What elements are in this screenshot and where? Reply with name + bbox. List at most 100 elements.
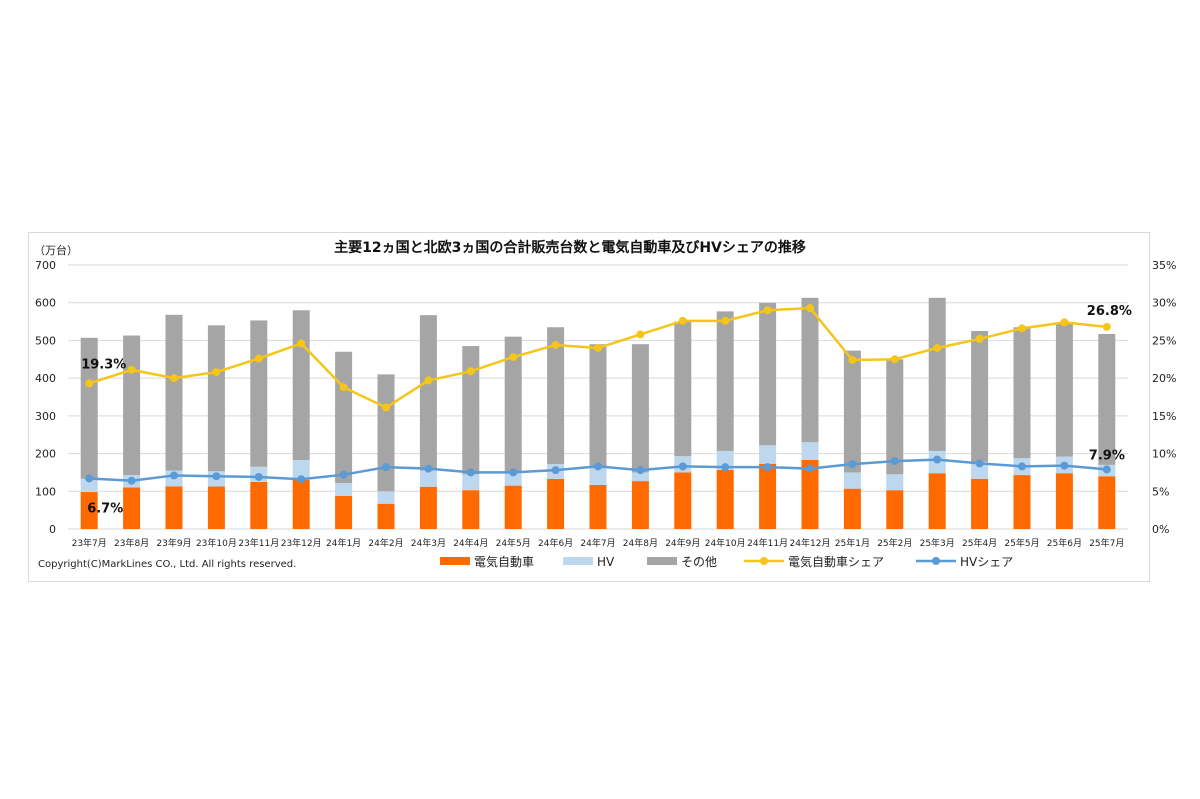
bar-電気自動車: [462, 490, 480, 529]
point-HVシェア: [424, 464, 433, 473]
bar-HV: [335, 482, 353, 496]
y-left-tick: 500: [35, 334, 56, 347]
y-left-tick: 100: [35, 485, 56, 498]
x-tick-label: 24年4月: [453, 537, 488, 549]
bar-その他: [292, 310, 310, 460]
y-left-unit: （万台）: [34, 243, 78, 257]
point-電気自動車シェア: [297, 339, 306, 348]
point-電気自動車シェア: [678, 316, 687, 325]
x-tick-label: 24年12月: [790, 537, 831, 549]
point-電気自動車シェア: [1018, 324, 1026, 333]
point-電気自動車シェア: [721, 316, 730, 325]
bar-電気自動車: [631, 481, 649, 529]
bar-電気自動車: [165, 486, 183, 529]
point-HVシェア: [551, 466, 560, 475]
bar-その他: [419, 315, 437, 471]
legend-label: 電気自動車: [474, 554, 534, 569]
bar-電気自動車: [1013, 475, 1031, 529]
bar-その他: [843, 350, 861, 473]
y-left-tick: 200: [35, 448, 56, 461]
y-right-tick: 15%: [1152, 410, 1176, 423]
legend-swatch: [647, 557, 677, 565]
point-HVシェア: [466, 468, 475, 477]
bar-電気自動車: [971, 478, 989, 529]
bar-その他: [377, 374, 395, 492]
point-電気自動車シェア: [763, 306, 772, 315]
bar-電気自動車: [716, 469, 734, 529]
bar-電気自動車: [589, 484, 607, 529]
bar-HV: [886, 474, 904, 491]
x-tick-label: 24年9月: [665, 537, 700, 549]
point-電気自動車シェア: [212, 368, 221, 377]
x-tick-label: 25年2月: [877, 537, 912, 549]
bar-HV: [462, 474, 480, 491]
point-HVシェア: [254, 472, 263, 481]
point-HVシェア: [848, 460, 857, 469]
legend-marker: [932, 557, 940, 565]
bar-その他: [1098, 334, 1116, 465]
x-tick-label: 25年7月: [1089, 537, 1124, 549]
y-left-tick: 400: [35, 372, 56, 385]
point-電気自動車シェア: [848, 356, 857, 365]
x-tick-label: 23年12月: [281, 537, 322, 549]
data-label: 6.7%: [87, 501, 123, 516]
point-HVシェア: [339, 470, 348, 479]
y-right-tick: 5%: [1152, 485, 1169, 498]
point-電気自動車シェア: [806, 303, 814, 312]
x-tick-label: 24年8月: [623, 537, 658, 549]
point-電気自動車シェア: [339, 383, 348, 392]
bar-その他: [886, 359, 904, 475]
point-HVシェア: [170, 471, 178, 480]
point-電気自動車シェア: [551, 340, 560, 349]
bar-HV: [377, 491, 395, 504]
bar-その他: [759, 302, 777, 446]
point-HVシェア: [212, 472, 221, 481]
point-電気自動車シェア: [466, 367, 475, 376]
point-HVシェア: [636, 466, 645, 475]
legend-label: HV: [597, 555, 615, 569]
bar-電気自動車: [674, 472, 692, 529]
point-HVシェア: [1060, 461, 1069, 470]
bar-電気自動車: [759, 463, 777, 529]
bar-電気自動車: [292, 479, 310, 529]
bar-HV: [589, 467, 607, 485]
point-電気自動車シェア: [594, 343, 602, 352]
x-tick-label: 23年8月: [114, 537, 149, 549]
point-電気自動車シェア: [890, 355, 899, 364]
x-tick-label: 25年3月: [920, 537, 955, 549]
x-tick-label: 24年10月: [705, 537, 746, 549]
point-電気自動車シェア: [85, 379, 94, 388]
bar-電気自動車: [335, 495, 353, 529]
bar-その他: [335, 351, 353, 483]
point-HVシェア: [297, 475, 306, 484]
bar-その他: [631, 344, 649, 473]
legend-marker: [760, 557, 768, 565]
data-label: 7.9%: [1089, 448, 1125, 463]
y-left-tick: 300: [35, 410, 56, 423]
chart-title: 主要12ヵ国と北欧3ヵ国の合計販売台数と電気自動車及びHVシェアの推移: [334, 239, 806, 256]
y-right-tick: 25%: [1152, 334, 1176, 347]
legend-swatch: [563, 557, 593, 565]
point-電気自動車シェア: [1102, 322, 1111, 331]
point-HVシェア: [1102, 465, 1111, 474]
bar-HV: [292, 459, 310, 480]
bar-その他: [547, 327, 565, 465]
point-HVシェア: [890, 457, 899, 466]
y-left-tick: 0: [49, 523, 56, 536]
bar-その他: [674, 321, 692, 457]
bar-その他: [1055, 323, 1073, 457]
y-right-tick: 20%: [1152, 372, 1176, 385]
x-tick-label: 23年10月: [196, 537, 237, 549]
data-label: 26.8%: [1087, 304, 1132, 319]
legend-label: HVシェア: [960, 555, 1013, 569]
bar-電気自動車: [377, 503, 395, 529]
point-電気自動車シェア: [382, 403, 390, 412]
point-電気自動車シェア: [1060, 318, 1069, 327]
point-電気自動車シェア: [254, 354, 263, 363]
point-HVシェア: [509, 468, 518, 477]
bar-電気自動車: [80, 492, 98, 529]
bar-HV: [716, 450, 734, 470]
bar-電気自動車: [250, 481, 268, 529]
bar-HV: [419, 470, 437, 487]
point-電気自動車シェア: [424, 376, 433, 385]
